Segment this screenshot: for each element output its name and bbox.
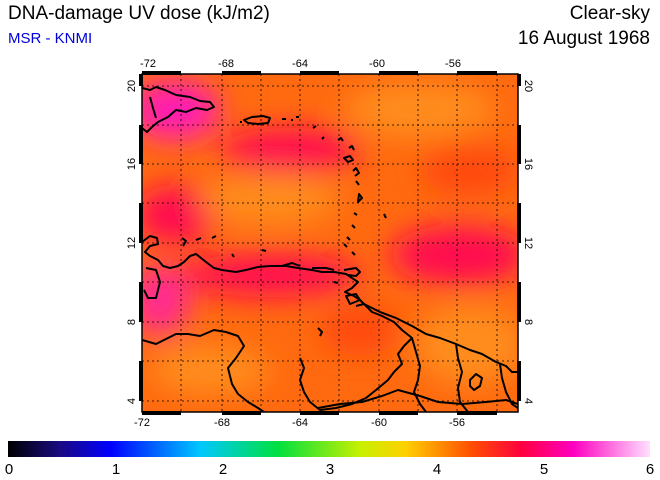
lat-tick-right: 16 <box>522 158 534 170</box>
lon-tick-bottom: -60 <box>371 417 387 429</box>
lon-tick-top: -64 <box>292 58 308 70</box>
map-border-ticks <box>139 71 521 415</box>
coastlines <box>142 86 518 412</box>
uv-dose-field <box>142 74 518 412</box>
lon-tick-bottom: -64 <box>292 417 308 429</box>
lon-tick-bottom: -56 <box>449 417 465 429</box>
colorbar-label: 3 <box>326 461 334 478</box>
lon-tick-bottom: -68 <box>214 417 230 429</box>
colorbar-label: 2 <box>219 461 227 478</box>
lat-tick-right: 8 <box>522 319 534 325</box>
lon-tick-top: -60 <box>369 58 385 70</box>
lon-tick-bottom: -72 <box>134 417 150 429</box>
map-title: DNA-damage UV dose (kJ/m2) <box>8 3 270 24</box>
sky-condition: Clear-sky <box>569 3 650 24</box>
lon-tick-top: -68 <box>218 58 234 70</box>
map-date: 16 August 1968 <box>517 28 650 49</box>
lat-tick-left: 8 <box>126 319 138 325</box>
lon-tick-top: -56 <box>445 58 461 70</box>
colorbar <box>8 441 650 457</box>
lat-tick-left: 12 <box>126 237 138 249</box>
colorbar-label: 6 <box>646 461 654 478</box>
map-source: MSR - KNMI <box>8 30 93 47</box>
lon-tick-top: -72 <box>140 58 156 70</box>
lat-tick-left: 16 <box>126 158 138 170</box>
lat-tick-right: 12 <box>522 237 534 249</box>
colorbar-label: 4 <box>433 461 441 478</box>
lat-tick-right: 20 <box>522 80 534 92</box>
colorbar-label: 5 <box>540 461 548 478</box>
lat-tick-left: 4 <box>126 398 138 404</box>
colorbar-label: 1 <box>112 461 120 478</box>
colorbar-label: 0 <box>5 461 13 478</box>
lat-tick-left: 20 <box>126 80 138 92</box>
lat-tick-right: 4 <box>522 398 534 404</box>
